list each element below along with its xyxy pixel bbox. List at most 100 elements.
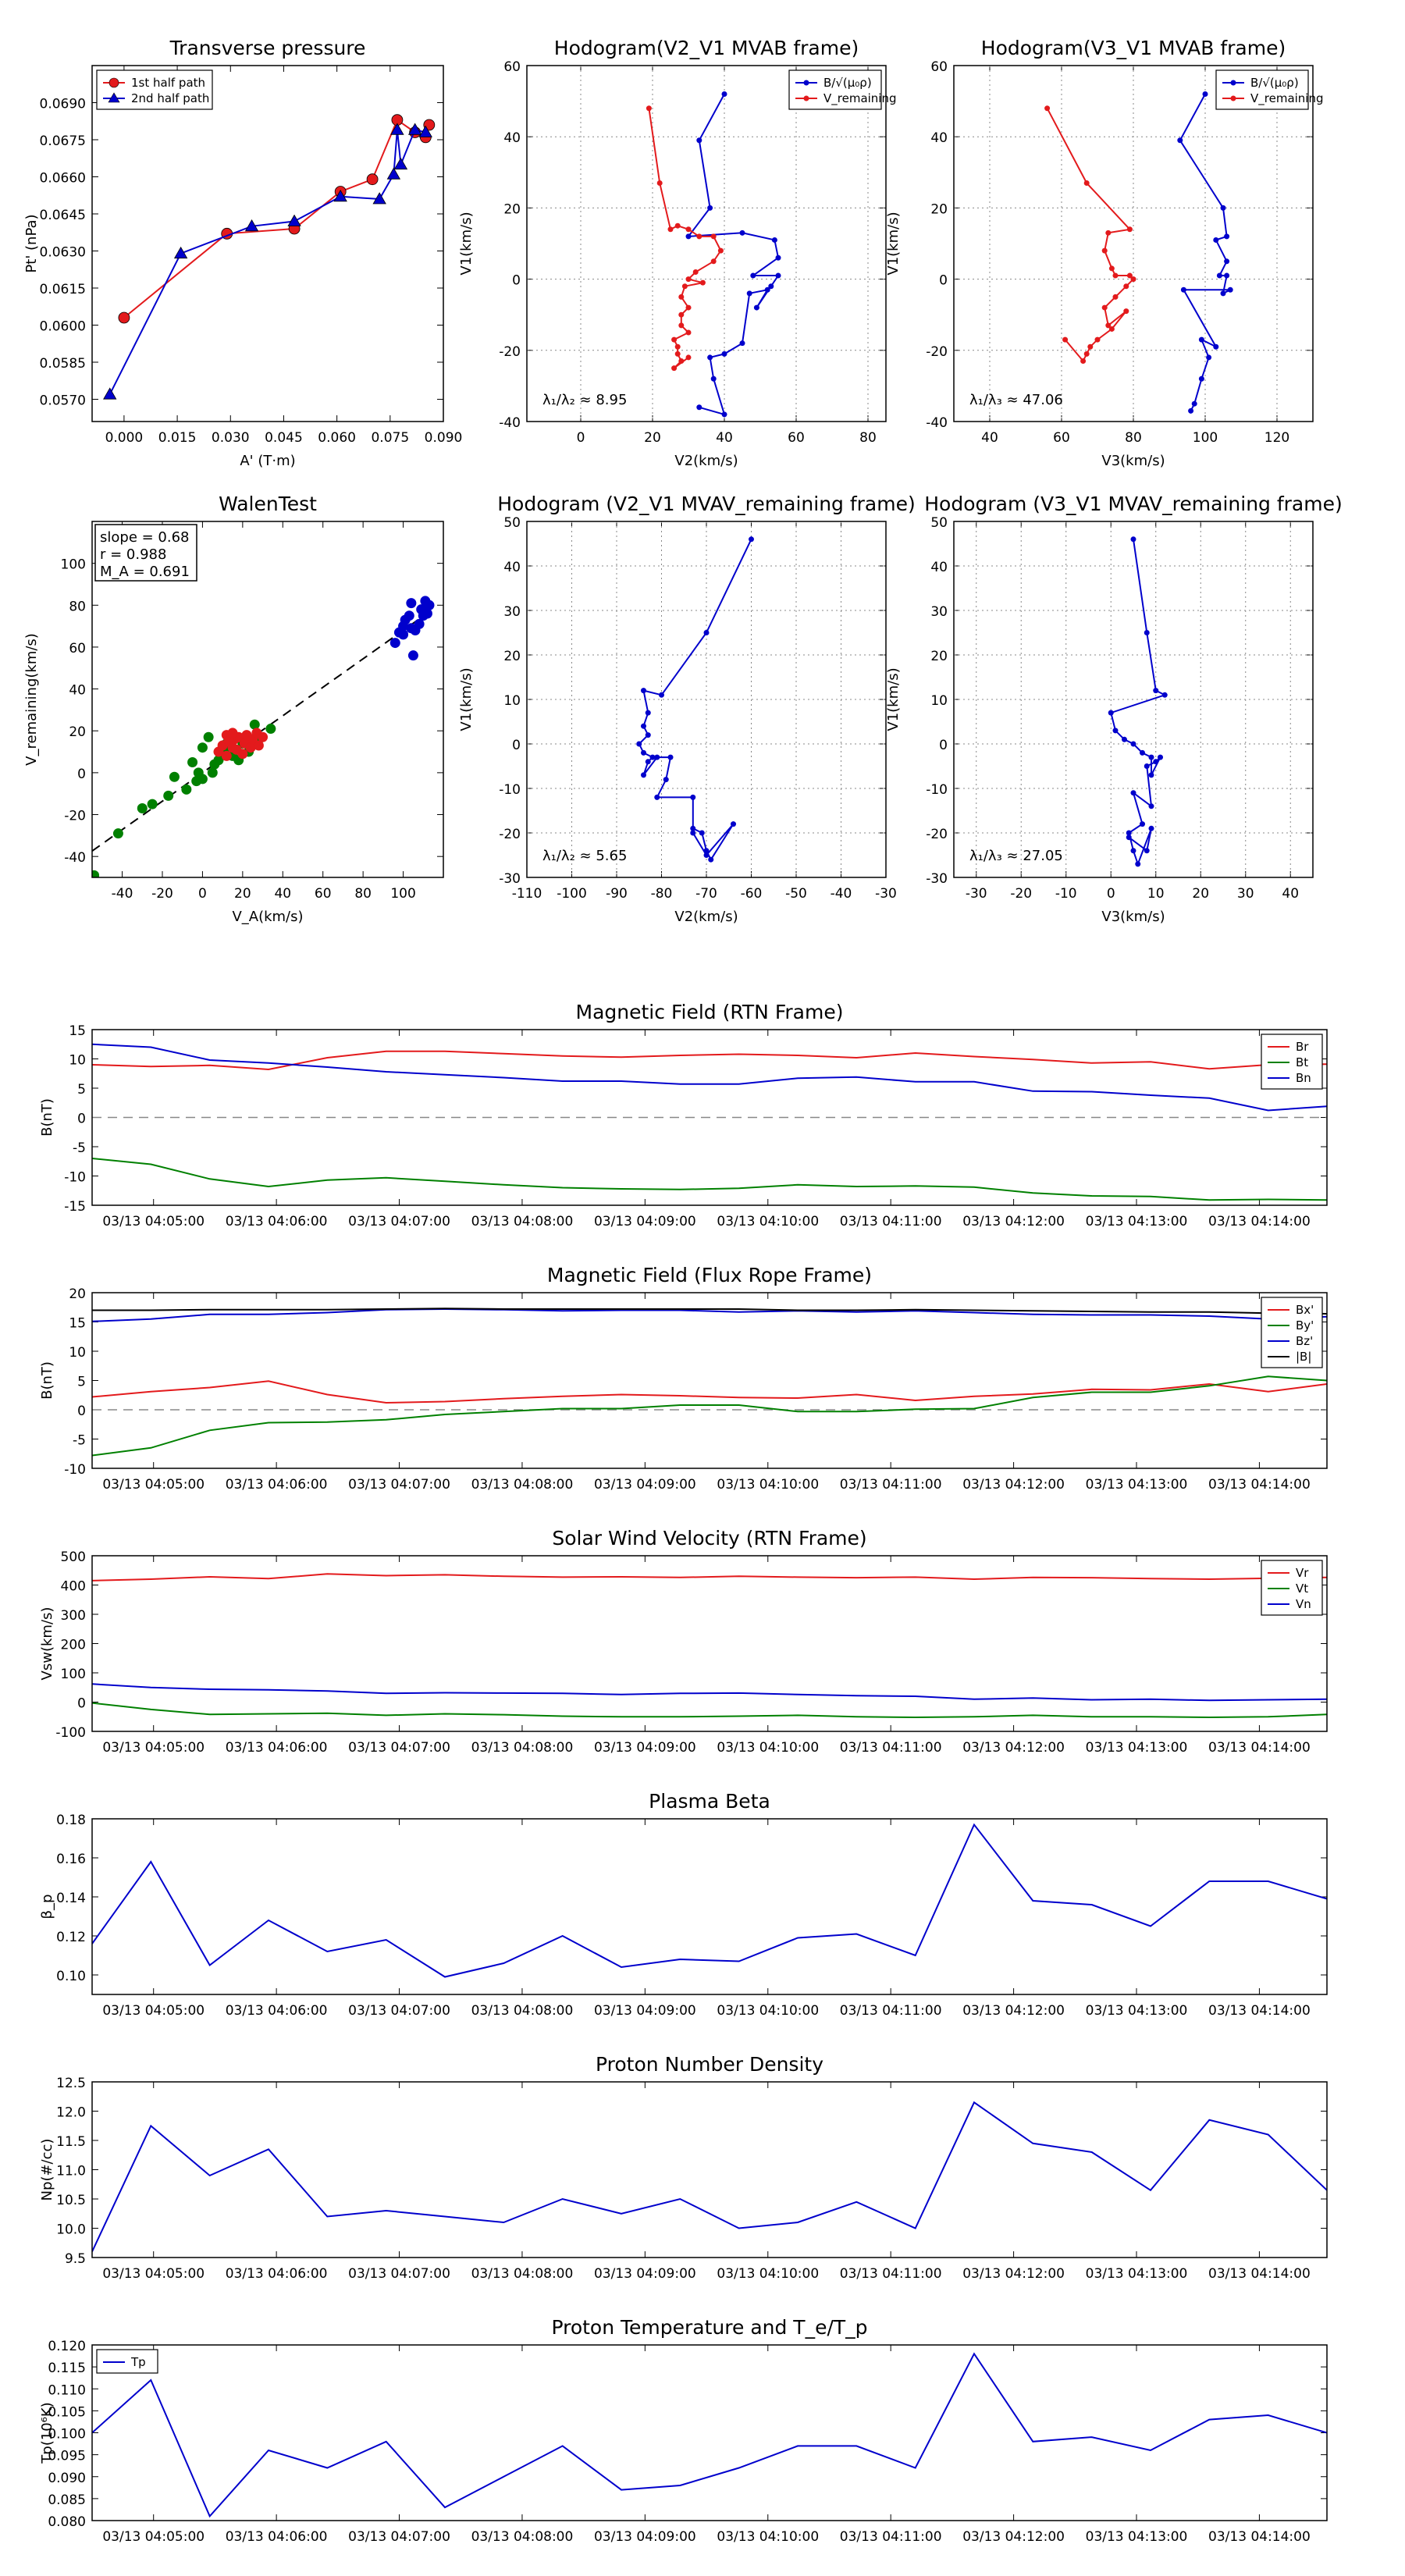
legend-marker: [803, 80, 809, 86]
legend-label: Bn: [1296, 1071, 1311, 1085]
data-point: [1083, 180, 1090, 186]
data-point: [685, 329, 692, 336]
data-point: [1105, 322, 1112, 329]
plot-area: [92, 1043, 1327, 1201]
data-point: [1108, 265, 1115, 272]
x-tick-label: -40: [112, 886, 133, 902]
plot-area: [92, 1823, 1327, 1978]
y-tick-label: 0: [939, 273, 948, 289]
y-tick-label: -10: [64, 1170, 86, 1186]
x-tick-label: 03/13 04:07:00: [348, 1214, 450, 1229]
x-axis-label: V2(km/s): [674, 909, 738, 925]
data-point: [407, 650, 418, 661]
x-tick-label: 100: [390, 886, 415, 902]
data-point: [749, 536, 754, 543]
x-tick-label: 0.015: [158, 430, 197, 446]
x-tick-label: 40: [274, 886, 291, 902]
data-point: [1140, 821, 1145, 827]
data-point: [775, 272, 781, 279]
y-tick-label: 40: [69, 683, 86, 699]
legend-label: Bx': [1296, 1303, 1314, 1317]
panel-h2: Hodogram(V3_V1 MVAB frame) -40 -20 0 20 40 60 4…: [885, 37, 1324, 469]
chart-title: Hodogram (V3_V1 MVAV_remaining frame): [924, 493, 1343, 515]
y-tick-label: 200: [61, 1638, 86, 1653]
data-point: [163, 790, 174, 801]
x-tick-label: 03/13 04:12:00: [962, 2003, 1065, 2019]
plot-area: [1044, 91, 1233, 414]
y-tick-label: 40: [503, 560, 521, 575]
y-tick-label: 0.0630: [40, 245, 86, 261]
chart-title: Hodogram(V3_V1 MVAB frame): [981, 37, 1286, 59]
data-point: [147, 799, 158, 809]
data-point: [1123, 308, 1129, 315]
data-point: [1122, 736, 1127, 742]
x-tick-label: -90: [606, 886, 628, 902]
data-point: [418, 125, 432, 137]
data-point: [721, 91, 727, 97]
x-tick-label: 20: [644, 430, 661, 446]
x-tick-label: 80: [354, 886, 372, 902]
y-tick-label: 0.100: [48, 2427, 86, 2443]
data-point: [674, 343, 681, 350]
data-point: [221, 750, 232, 761]
y-axis-label: Vsw(km/s): [39, 1607, 55, 1681]
x-tick-label: 0.000: [105, 430, 144, 446]
y-tick-label: 9.5: [65, 2251, 86, 2267]
data-point: [112, 828, 123, 839]
data-point: [1101, 304, 1108, 311]
data-point: [645, 710, 651, 716]
x-tick-label: -10: [1055, 886, 1077, 902]
data-point: [1148, 772, 1154, 778]
panel-walen: WalenTest -40 -20 0 20 40 60 80 100 -40 -20 0 20 40 60…: [23, 493, 444, 925]
y-tick-label: 0.085: [48, 2492, 86, 2508]
data-point: [1126, 226, 1133, 233]
data-point: [398, 629, 409, 640]
legend-box: [1215, 69, 1309, 110]
data-point: [710, 233, 717, 240]
x-tick-label: 03/13 04:11:00: [840, 1214, 942, 1229]
y-tick-label: 20: [69, 1286, 86, 1302]
x-tick-label: 03/13 04:10:00: [717, 2266, 819, 2282]
y-tick-label: 5: [77, 1082, 86, 1098]
data-point: [389, 638, 400, 649]
data-point: [1083, 350, 1090, 357]
x-tick-label: 03/13 04:08:00: [471, 2003, 574, 2019]
y-axis-label: Pt' (nPa): [23, 214, 40, 272]
y-tick-label: 40: [503, 130, 521, 146]
x-tick-label: 03/13 04:13:00: [1086, 1214, 1188, 1229]
data-point: [692, 269, 699, 275]
data-point: [118, 311, 130, 324]
data-point: [703, 630, 710, 635]
y-tick-label: -20: [926, 344, 948, 360]
x-tick-label: 03/13 04:14:00: [1208, 2003, 1311, 2019]
x-tick-label: 03/13 04:05:00: [102, 2529, 205, 2545]
data-point: [1130, 790, 1136, 796]
x-tick-label: 03/13 04:09:00: [594, 2529, 696, 2545]
x-tick-label: -60: [741, 886, 763, 902]
data-point: [641, 772, 646, 778]
ratio-annotation: λ₁/λ₂ ≈ 5.65: [542, 848, 627, 864]
data-point: [699, 830, 705, 836]
data-point: [265, 724, 276, 735]
panel-vel: Solar Wind Velocity (RTN Frame) -100 0 100 2…: [39, 1527, 1328, 1756]
ratio-annotation: λ₁/λ₃ ≈ 27.05: [969, 848, 1063, 864]
x-tick-label: 03/13 04:09:00: [594, 2003, 696, 2019]
legend-label: Bz': [1296, 1334, 1313, 1348]
x-tick-label: 03/13 04:13:00: [1086, 2003, 1188, 2019]
series-line-2nd half path: [108, 129, 426, 395]
panel-bflux: Magnetic Field (Flux Rope Frame) -10 -5 0 5 1…: [39, 1264, 1328, 1493]
data-point: [390, 123, 404, 135]
y-tick-label: 0.0600: [40, 319, 86, 335]
y-axis-label: B(nT): [39, 1361, 55, 1400]
series-line-B: [1110, 539, 1167, 866]
stats-line: r = 0.988: [100, 546, 166, 563]
chart-title: Proton Temperature and T_e/T_p: [551, 2316, 867, 2339]
series-line-Br: [92, 1050, 1327, 1071]
data-point: [227, 728, 238, 738]
y-tick-label: 80: [69, 599, 86, 614]
x-tick-label: -110: [512, 886, 542, 902]
data-point: [1180, 286, 1186, 293]
y-tick-label: 0.090: [48, 2471, 86, 2486]
series-line-Tp: [92, 2352, 1327, 2518]
y-tick-label: 0.105: [48, 2404, 86, 2420]
